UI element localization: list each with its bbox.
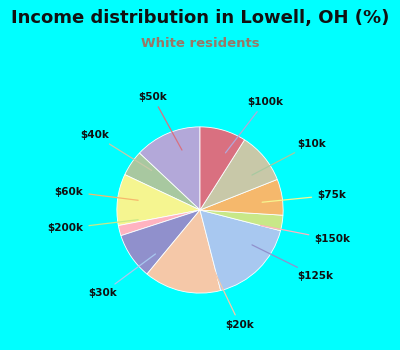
Text: White residents: White residents [141,37,259,50]
Text: $150k: $150k [261,225,350,244]
Wedge shape [200,210,283,231]
Wedge shape [200,140,277,210]
Text: $30k: $30k [88,254,156,299]
Text: $20k: $20k [214,271,254,330]
Text: $200k: $200k [48,220,138,233]
Wedge shape [200,210,280,290]
Text: $100k: $100k [226,97,283,153]
Wedge shape [140,127,200,210]
Wedge shape [200,127,244,210]
Wedge shape [118,210,200,236]
Wedge shape [147,210,221,293]
Text: $75k: $75k [262,190,346,202]
Text: Income distribution in Lowell, OH (%): Income distribution in Lowell, OH (%) [11,9,389,27]
Text: $40k: $40k [80,130,152,170]
Text: $60k: $60k [55,187,138,200]
Text: $125k: $125k [252,245,334,281]
Wedge shape [117,175,200,226]
Wedge shape [125,153,200,210]
Wedge shape [200,180,283,215]
Text: $50k: $50k [138,92,182,150]
Wedge shape [121,210,200,274]
Text: $10k: $10k [252,139,326,175]
